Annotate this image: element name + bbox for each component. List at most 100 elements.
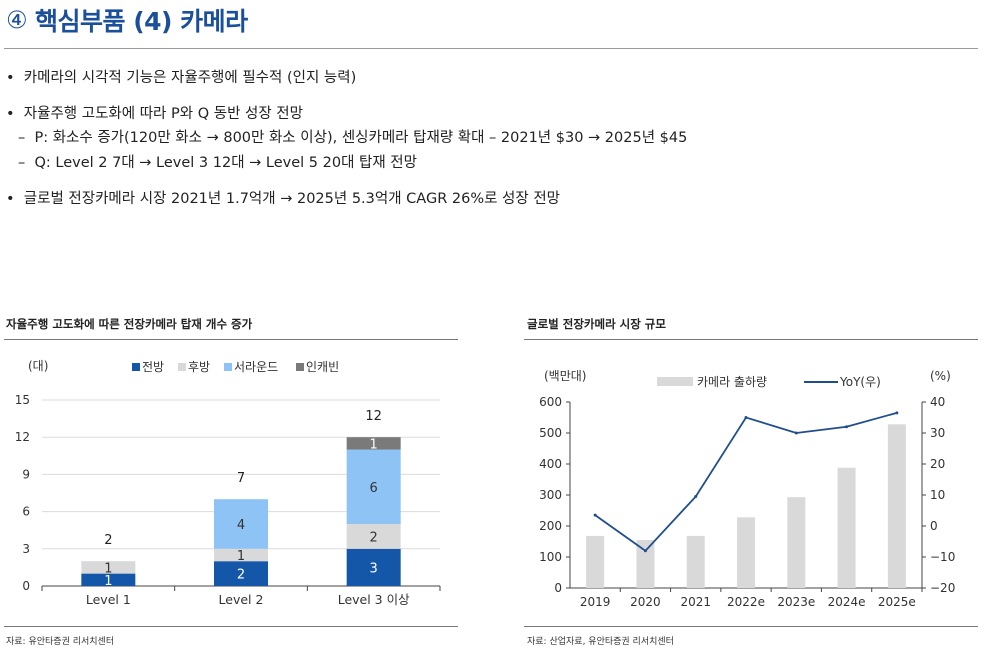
- sub-bullet-item: – Q: Level 2 7대 → Level 3 12대 → Level 5 …: [18, 151, 417, 175]
- bar-segment: [214, 561, 268, 586]
- y-left-tick-label: 100: [539, 550, 562, 564]
- bullet-marker: –: [18, 130, 26, 146]
- legend-label: 인캐빈: [306, 360, 339, 374]
- y-right-unit: (%): [930, 369, 951, 383]
- data-label: 1: [104, 561, 112, 576]
- data-label: 1: [237, 549, 245, 564]
- x-tick-label: 2023e: [777, 595, 815, 609]
- bar: [787, 497, 806, 588]
- x-tick-label: 2025e: [878, 595, 916, 609]
- bar-line-chart: (백만대) (%)카메라 출하량 YoY(우)0100200300400500600…: [539, 369, 955, 609]
- bar-segment: [346, 524, 401, 549]
- y-right-tick-label: 0: [930, 519, 938, 533]
- y-left-tick-label: 0: [554, 581, 562, 595]
- right-chart-bottom-rule: [524, 626, 978, 627]
- legend-label: YoY(우): [839, 375, 881, 389]
- bar-segment: [346, 449, 401, 524]
- yoy-point: [593, 513, 597, 517]
- bullet-text: Q: Level 2 7대 → Level 3 12대 → Level 5 20…: [34, 155, 417, 171]
- bar: [686, 535, 705, 588]
- section-title: 핵심부품 (4) 카메라: [35, 7, 248, 36]
- y-left-unit: (백만대): [544, 369, 586, 383]
- section-number: ④: [6, 6, 28, 34]
- y-tick-label: 12: [15, 430, 30, 444]
- data-label: 1: [370, 437, 378, 452]
- bar-segment: [346, 548, 401, 586]
- bullet-marker: •: [6, 191, 15, 207]
- y-right-tick-label: 30: [930, 426, 945, 440]
- yoy-point: [794, 431, 798, 435]
- y-tick-label: 15: [15, 393, 30, 407]
- bullet-marker: •: [6, 70, 15, 86]
- data-label: 3: [370, 561, 378, 576]
- bullet-text: 글로벌 전장카메라 시장 2021년 1.7억개 → 2025년 5.3억개 C…: [23, 191, 561, 207]
- bullet-marker: –: [18, 155, 26, 171]
- y-right-tick-label: 20: [930, 457, 945, 471]
- bullet-item: • 자율주행 고도화에 따라 P와 Q 동반 성장 전망: [6, 102, 303, 126]
- bar: [837, 467, 856, 588]
- data-label: 1: [104, 574, 112, 589]
- y-tick-label: 6: [22, 505, 30, 519]
- data-label: 2: [237, 568, 245, 583]
- x-tick-label: Level 3 이상: [338, 592, 410, 607]
- x-tick-label: 2021: [680, 595, 711, 609]
- y-left-tick-label: 300: [539, 488, 562, 502]
- legend-swatch: [296, 363, 304, 371]
- bullet-text: P: 화소수 증가(120만 화소 → 800만 화소 이상), 센싱카메라 탑…: [34, 130, 688, 146]
- legend-swatch: [178, 363, 186, 371]
- y-tick-label: 9: [22, 467, 30, 481]
- page-title: ④ 핵심부품 (4) 카메라: [6, 0, 248, 40]
- x-tick-label: 2024e: [828, 595, 866, 609]
- bullet-text: 자율주행 고도화에 따라 P와 Q 동반 성장 전망: [23, 106, 303, 122]
- sub-bullet-item: – P: 화소수 증가(120만 화소 → 800만 화소 이상), 센싱카메라…: [18, 126, 687, 150]
- y-right-tick-label: 40: [930, 395, 945, 409]
- legend-swatch: [132, 363, 140, 371]
- bar: [586, 535, 605, 588]
- y-left-tick-label: 200: [539, 519, 562, 533]
- bar-segment: [81, 561, 136, 574]
- data-label: 4: [237, 518, 245, 533]
- right-chart-source: 자료: 산업자료, 유안타증권 리서치센터: [527, 637, 674, 647]
- yoy-point: [744, 416, 748, 419]
- bar: [737, 517, 755, 588]
- left-chart-top-rule: [4, 339, 458, 340]
- total-label: 7: [237, 471, 245, 486]
- bullet-marker: •: [6, 106, 15, 122]
- left-chart-title: 자율주행 고도화에 따른 전장카메라 탑재 개수 증가: [6, 317, 253, 331]
- title-divider: [4, 48, 978, 49]
- legend-label: 서라운드: [234, 360, 278, 374]
- x-tick-label: 2019: [580, 595, 611, 609]
- left-chart-source: 자료: 유안타증권 리서치센터: [6, 637, 115, 647]
- x-tick-label: Level 2: [219, 592, 264, 607]
- bar: [887, 424, 906, 588]
- bar-segment: [346, 437, 401, 450]
- legend-swatch: [224, 363, 232, 371]
- x-tick-label: 2020: [630, 595, 661, 609]
- right-chart-top-rule: [524, 339, 978, 340]
- y-right-tick-label: −20: [930, 581, 955, 595]
- total-label: 12: [365, 409, 382, 424]
- legend-label: 전방: [142, 360, 164, 374]
- legend-label: 카메라 출하량: [697, 375, 767, 389]
- total-label: 2: [104, 533, 112, 548]
- bar: [636, 539, 655, 588]
- yoy-point: [845, 425, 849, 429]
- x-tick-label: Level 1: [86, 592, 131, 607]
- y-tick-label: 0: [22, 579, 30, 593]
- yoy-point: [643, 549, 647, 553]
- y-right-tick-label: −10: [930, 550, 955, 564]
- y-tick-label: 3: [22, 542, 30, 556]
- bullet-text: 카메라의 시각적 기능은 자율주행에 필수적 (인지 능력): [23, 70, 357, 86]
- bar-segment: [214, 499, 268, 549]
- bullet-item: • 카메라의 시각적 기능은 자율주행에 필수적 (인지 능력): [6, 66, 356, 90]
- y-right-tick-label: 10: [930, 488, 945, 502]
- right-chart-title: 글로벌 전장카메라 시장 규모: [527, 317, 666, 331]
- left-chart-bottom-rule: [4, 626, 458, 627]
- legend-swatch: [657, 377, 693, 386]
- data-label: 2: [370, 530, 378, 545]
- yoy-point: [895, 411, 899, 415]
- y-left-tick-label: 500: [539, 426, 562, 440]
- data-label: 6: [370, 481, 378, 496]
- yoy-point: [694, 495, 698, 499]
